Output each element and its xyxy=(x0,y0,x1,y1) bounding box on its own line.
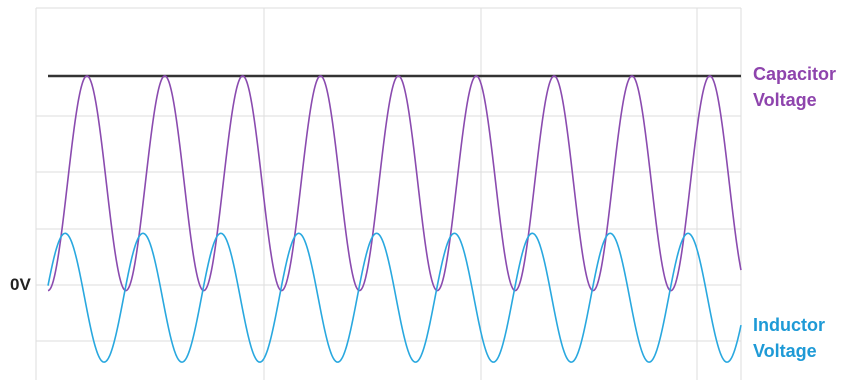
series-label-capacitor-line1: Capacitor xyxy=(753,64,836,84)
series-line-inductor xyxy=(47,232,742,363)
series-label-inductor-line1: Inductor xyxy=(753,315,825,335)
series-label-capacitor-line2: Voltage xyxy=(753,90,817,110)
zero-volt-label: 0V xyxy=(10,275,31,294)
series-line-capacitor xyxy=(47,75,742,292)
series-label-inductor-line2: Voltage xyxy=(753,341,817,361)
